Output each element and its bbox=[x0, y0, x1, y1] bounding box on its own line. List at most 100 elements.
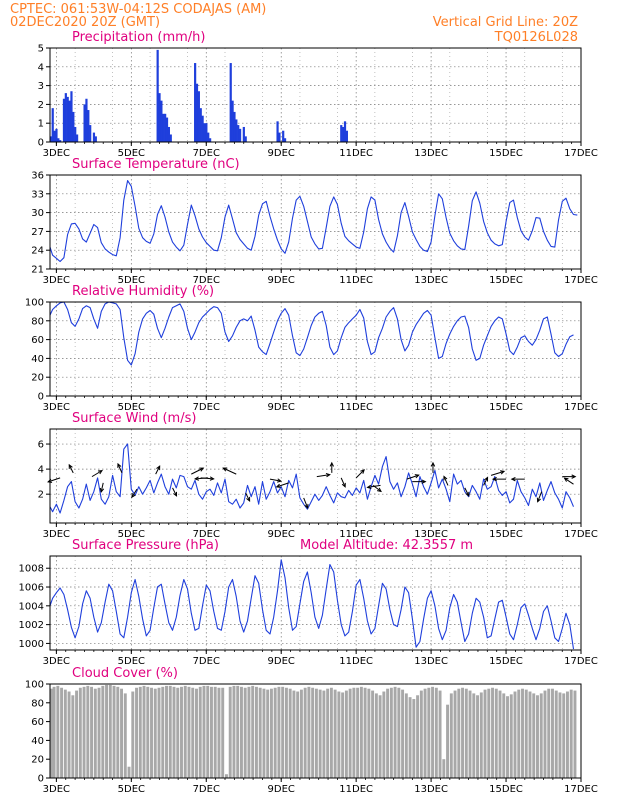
x-tick-label: 15DEC bbox=[489, 656, 523, 667]
surface-pressure-title: Surface Pressure (hPa) bbox=[72, 538, 219, 553]
x-tick-label: 3DEC bbox=[43, 656, 70, 667]
precipitation-frame bbox=[49, 47, 582, 143]
cloud-bar bbox=[378, 695, 382, 778]
cloud-bar bbox=[476, 695, 479, 778]
precip-bar bbox=[85, 98, 88, 142]
x-tick-label: 7DEC bbox=[193, 529, 220, 540]
precip-bar bbox=[238, 128, 242, 142]
cloud-bar bbox=[547, 688, 551, 778]
wind-vector bbox=[490, 470, 506, 476]
cloud-bar bbox=[120, 688, 123, 778]
wind-vector bbox=[340, 477, 346, 488]
cloud-bar bbox=[105, 684, 109, 778]
y-tick-label: 20 bbox=[31, 755, 44, 766]
cloud-bar bbox=[397, 687, 401, 778]
cloud-bar bbox=[311, 687, 315, 778]
wind-vector bbox=[191, 467, 205, 475]
surface-pressure-frame bbox=[49, 555, 582, 651]
cloud-bar bbox=[502, 693, 506, 778]
cloud-cover-title: Cloud Cover (%) bbox=[72, 666, 178, 681]
y-tick-label: 4 bbox=[38, 465, 44, 476]
cloud-bar bbox=[75, 690, 79, 778]
cloud-bar bbox=[78, 687, 82, 778]
wind-vector bbox=[483, 476, 489, 486]
precip-bar bbox=[72, 111, 75, 142]
x-tick-label: 5DEC bbox=[118, 148, 145, 159]
cloud-bar bbox=[127, 766, 131, 778]
y-tick-label: 0 bbox=[38, 392, 44, 403]
cloud-bar bbox=[393, 686, 397, 778]
y-tick-label: 1002 bbox=[19, 620, 44, 631]
precip-bar bbox=[64, 93, 67, 142]
cloud-bar bbox=[50, 688, 53, 778]
cloud-bar bbox=[352, 687, 356, 778]
cloud-bar bbox=[517, 689, 521, 778]
cloud-bar bbox=[446, 704, 450, 778]
precip-bar bbox=[51, 108, 54, 142]
y-tick-label: 60 bbox=[31, 335, 44, 346]
precip-bar bbox=[229, 63, 232, 142]
cloud-bar bbox=[243, 687, 247, 778]
x-tick-label: 9DEC bbox=[268, 529, 295, 540]
cloud-bar bbox=[374, 693, 378, 778]
cloud-bar bbox=[551, 688, 554, 778]
precip-bar bbox=[57, 138, 60, 142]
cloud-bar bbox=[554, 690, 558, 778]
cloud-bar bbox=[183, 685, 187, 778]
cloud-bar bbox=[101, 685, 105, 778]
cloud-bar bbox=[146, 686, 150, 778]
cloud-bar bbox=[195, 688, 198, 778]
header-station: CPTEC: 061:53W-04:12S CODAJAS (AM) bbox=[10, 2, 266, 17]
cloud-bar bbox=[123, 693, 127, 778]
cloud-bar bbox=[63, 689, 67, 778]
precip-bar bbox=[199, 108, 202, 142]
x-tick-label: 5DEC bbox=[118, 275, 145, 286]
precip-bar bbox=[278, 132, 281, 142]
x-tick-label: 3DEC bbox=[43, 275, 70, 286]
cloud-bar bbox=[273, 687, 277, 778]
cloud-bar bbox=[341, 692, 345, 778]
x-tick-label: 9DEC bbox=[268, 275, 295, 286]
cloud-bar bbox=[536, 695, 539, 778]
cloud-bar bbox=[131, 691, 135, 778]
precip-bar bbox=[89, 125, 92, 142]
precip-bar bbox=[201, 115, 204, 142]
x-tick-label: 15DEC bbox=[489, 529, 523, 540]
precip-bar bbox=[345, 130, 348, 142]
y-tick-label: 1008 bbox=[19, 564, 44, 575]
x-tick-label: 11DEC bbox=[339, 275, 373, 286]
x-tick-label: 5DEC bbox=[118, 784, 145, 795]
y-tick-label: 6 bbox=[38, 440, 44, 451]
precip-bar bbox=[237, 125, 240, 142]
cloud-bar bbox=[521, 688, 524, 778]
y-tick-label: 1 bbox=[38, 119, 44, 130]
cloud-bar bbox=[431, 686, 435, 778]
wind-vector bbox=[366, 484, 381, 490]
cloud-bar bbox=[513, 691, 517, 778]
relative-humidity-line bbox=[49, 301, 574, 366]
precip-bar bbox=[340, 125, 343, 142]
cloud-bar bbox=[509, 694, 513, 778]
cloud-bar bbox=[487, 688, 491, 778]
y-tick-label: 60 bbox=[31, 717, 44, 728]
surface-wind-frame bbox=[49, 428, 582, 524]
header-model-code: TQ0126L028 bbox=[494, 30, 578, 45]
wind-vector bbox=[99, 482, 105, 494]
cloud-bar bbox=[90, 686, 94, 778]
cloud-cover-frame bbox=[49, 683, 582, 779]
wind-vector bbox=[91, 470, 103, 478]
cloud-bar bbox=[569, 689, 573, 778]
x-tick-label: 11DEC bbox=[339, 148, 373, 159]
wind-vector bbox=[355, 469, 365, 479]
surface-pressure-subtitle: Model Altitude: 42.3557 m bbox=[300, 538, 473, 553]
x-tick-label: 17DEC bbox=[564, 275, 598, 286]
x-tick-label: 15DEC bbox=[489, 148, 523, 159]
x-tick-label: 13DEC bbox=[414, 402, 448, 413]
surface-wind-panel: Surface Wind (m/s) 2 4 6 3DEC 5DEC 7DEC 9DEC 11D… bbox=[38, 411, 598, 540]
wind-vector bbox=[316, 472, 331, 478]
cloud-bar bbox=[371, 690, 375, 778]
x-tick-label: 5DEC bbox=[118, 402, 145, 413]
precip-bar bbox=[75, 134, 79, 142]
y-tick-label: 0 bbox=[38, 138, 44, 149]
precip-bar bbox=[162, 113, 165, 142]
